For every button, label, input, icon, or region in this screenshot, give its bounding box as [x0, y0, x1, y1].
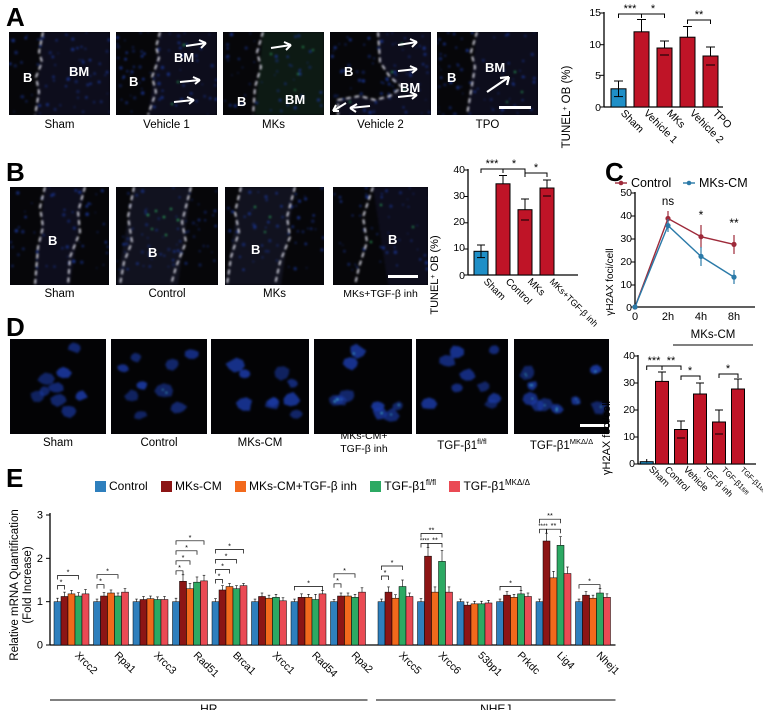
- svg-text:*: *: [534, 162, 539, 174]
- svg-text:MKs+TGF-β inh: MKs+TGF-β inh: [548, 276, 600, 328]
- svg-text:Xrcc3: Xrcc3: [151, 649, 179, 677]
- svg-text:Xrcc6: Xrcc6: [436, 649, 464, 677]
- svg-text:15: 15: [589, 7, 601, 19]
- svg-text:Prkdc: Prkdc: [515, 649, 542, 676]
- svg-text:HR: HR: [200, 702, 218, 710]
- svg-text:*: *: [391, 558, 394, 567]
- svg-text:*: *: [221, 561, 224, 570]
- svg-text:*: *: [99, 577, 102, 586]
- svg-text:*: *: [225, 551, 228, 560]
- svg-text:Lig4: Lig4: [554, 649, 577, 672]
- svg-text:**: **: [729, 216, 739, 230]
- svg-text:MKs-CM: MKs-CM: [699, 176, 748, 190]
- svg-text:*: *: [182, 553, 185, 562]
- svg-text:*: *: [228, 541, 231, 550]
- svg-text:40: 40: [453, 164, 465, 176]
- svg-text:TUNEL+ OB (%): TUNEL+ OB (%): [561, 65, 573, 148]
- svg-text:*: *: [218, 571, 221, 580]
- svg-text:**: **: [695, 9, 704, 21]
- svg-text:**: **: [551, 521, 557, 530]
- svg-text:20: 20: [453, 216, 465, 228]
- svg-text:1: 1: [37, 596, 43, 608]
- svg-text:*: *: [509, 578, 512, 587]
- svg-text:NHEJ: NHEJ: [480, 702, 511, 710]
- svg-text:*: *: [336, 576, 339, 585]
- svg-text:Rad51: Rad51: [191, 649, 221, 679]
- svg-text:TUNEL+ OB (%): TUNEL+ OB (%): [429, 235, 441, 314]
- svg-text:Rad54: Rad54: [309, 649, 339, 679]
- svg-text:ns: ns: [662, 196, 674, 208]
- svg-text:*: *: [178, 563, 181, 572]
- svg-text:*: *: [588, 577, 591, 586]
- svg-text:30: 30: [623, 377, 635, 389]
- svg-text:***: ***: [486, 158, 500, 170]
- svg-text:***: ***: [648, 355, 662, 367]
- svg-text:*: *: [512, 158, 517, 170]
- svg-text:20: 20: [620, 256, 632, 268]
- svg-text:**: **: [547, 511, 553, 520]
- svg-text:40: 40: [623, 350, 635, 362]
- svg-text:**: **: [667, 355, 676, 367]
- svg-text:*: *: [651, 3, 656, 15]
- svg-text:Rpa2: Rpa2: [349, 649, 375, 675]
- svg-text:Rpa1: Rpa1: [112, 649, 138, 675]
- svg-text:*: *: [189, 533, 192, 542]
- svg-text:10: 10: [620, 279, 632, 291]
- svg-text:*: *: [343, 566, 346, 575]
- svg-text:10: 10: [453, 242, 465, 254]
- svg-text:2: 2: [37, 553, 43, 565]
- svg-text:Relative mRNA Quantification: Relative mRNA Quantification: [9, 509, 21, 660]
- svg-text:***: ***: [624, 3, 638, 15]
- svg-text:*: *: [106, 567, 109, 576]
- svg-text:Control: Control: [631, 176, 671, 190]
- svg-text:MKs-CM: MKs-CM: [691, 329, 736, 341]
- svg-text:0: 0: [595, 102, 601, 114]
- svg-text:Xrcc2: Xrcc2: [72, 649, 100, 677]
- svg-text:*: *: [307, 578, 310, 587]
- svg-text:40: 40: [620, 210, 632, 222]
- svg-text:Sham: Sham: [481, 276, 507, 302]
- svg-text:10: 10: [623, 431, 635, 443]
- svg-text:0: 0: [459, 270, 465, 282]
- svg-text:*: *: [384, 568, 387, 577]
- svg-text:20: 20: [623, 404, 635, 416]
- svg-text:*: *: [67, 568, 70, 577]
- svg-text:30: 30: [453, 190, 465, 202]
- svg-text:γH2AX foci/cell: γH2AX foci/cell: [605, 248, 616, 315]
- svg-text:(Fold Increase): (Fold Increase): [22, 546, 34, 624]
- svg-text:Xrcc1: Xrcc1: [270, 649, 298, 677]
- svg-text:Sham: Sham: [618, 107, 646, 135]
- svg-text:5: 5: [595, 70, 601, 82]
- svg-text:50: 50: [620, 187, 632, 199]
- svg-text:*: *: [60, 578, 63, 587]
- svg-text:*: *: [726, 363, 731, 375]
- svg-text:0: 0: [37, 640, 43, 652]
- svg-text:10: 10: [589, 39, 601, 51]
- svg-text:30: 30: [620, 233, 632, 245]
- svg-text:**: **: [432, 536, 438, 545]
- svg-text:Xrcc5: Xrcc5: [396, 649, 424, 677]
- svg-text:53bp1: 53bp1: [475, 649, 504, 678]
- svg-text:*: *: [688, 365, 693, 377]
- svg-text:*: *: [699, 208, 704, 222]
- svg-text:γH2AX foci/cell: γH2AX foci/cell: [601, 401, 613, 475]
- svg-text:**: **: [429, 526, 435, 535]
- svg-text:Brca1: Brca1: [230, 649, 258, 677]
- svg-text:*: *: [185, 543, 188, 552]
- svg-text:3: 3: [37, 510, 43, 522]
- svg-text:Nhej1: Nhej1: [594, 649, 622, 677]
